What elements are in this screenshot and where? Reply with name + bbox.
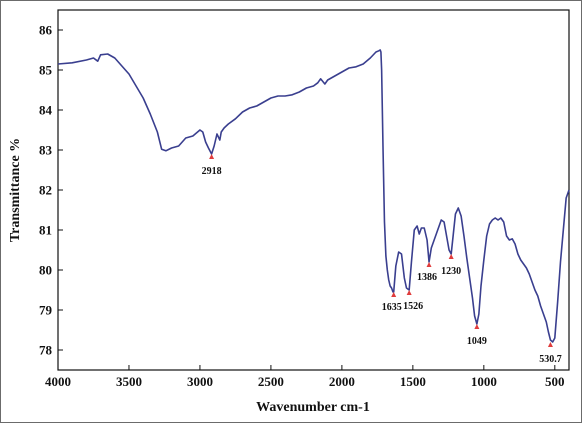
y-axis-title: Transmittance % bbox=[8, 138, 23, 242]
y-axis-ticks: 78 79 80 81 82 83 84 85 86 bbox=[39, 23, 63, 358]
peak-label: 1526 bbox=[403, 301, 423, 312]
y-tick-label: 80 bbox=[39, 263, 52, 278]
peak-marker bbox=[209, 154, 215, 159]
peak-marker bbox=[448, 254, 454, 259]
peak-marker bbox=[474, 324, 480, 329]
y-tick-label: 84 bbox=[39, 103, 53, 118]
peak-label: 1230 bbox=[441, 266, 461, 277]
x-tick-label: 1000 bbox=[471, 374, 497, 389]
x-tick-label: 2000 bbox=[329, 374, 355, 389]
y-tick-label: 79 bbox=[39, 303, 53, 318]
peak-label: 1386 bbox=[417, 272, 437, 283]
peak-annotations: 2918 1635 1526 1386 1230 1049 530.7 bbox=[202, 154, 562, 365]
peak-label: 2918 bbox=[202, 166, 222, 177]
y-tick-label: 82 bbox=[39, 183, 52, 198]
peak-label: 1635 bbox=[382, 302, 402, 313]
spectrum-line bbox=[57, 49, 570, 343]
x-tick-label: 4000 bbox=[45, 374, 71, 389]
peak-marker bbox=[426, 262, 432, 267]
peak-marker bbox=[547, 342, 553, 347]
peak-label: 530.7 bbox=[539, 354, 562, 365]
x-tick-label: 1500 bbox=[400, 374, 426, 389]
x-tick-label: 500 bbox=[545, 374, 565, 389]
peak-marker bbox=[391, 292, 397, 297]
x-tick-label: 2500 bbox=[258, 374, 284, 389]
x-axis-title: Wavenumber cm-1 bbox=[256, 400, 370, 415]
y-tick-label: 78 bbox=[39, 343, 53, 358]
x-tick-label: 3000 bbox=[187, 374, 213, 389]
y-tick-label: 85 bbox=[39, 63, 53, 78]
y-tick-label: 81 bbox=[39, 223, 52, 238]
y-tick-label: 83 bbox=[39, 143, 53, 158]
x-axis-ticks: 4000 3500 3000 2500 2000 1500 1000 500 bbox=[45, 365, 565, 389]
x-tick-label: 3500 bbox=[116, 374, 142, 389]
plot-area-border bbox=[57, 9, 570, 371]
peak-marker bbox=[406, 290, 412, 295]
y-tick-label: 86 bbox=[39, 23, 53, 38]
peak-label: 1049 bbox=[467, 336, 487, 347]
